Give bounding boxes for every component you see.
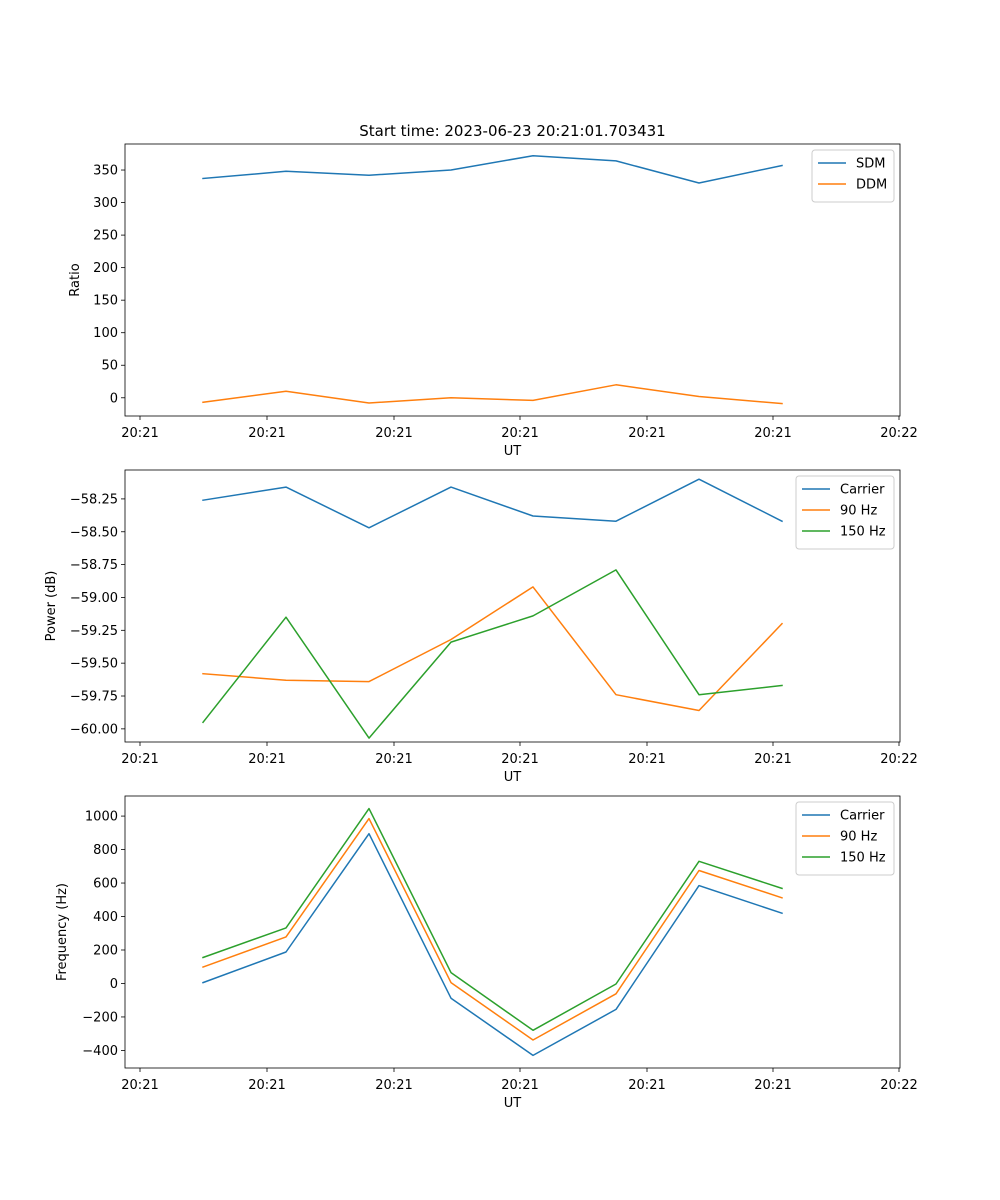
panel2-x-tick-label: 20:21: [754, 752, 791, 767]
panel1-x-tick-label: 20:21: [754, 426, 791, 441]
panel2-x-axis-label: UT: [504, 770, 522, 785]
panel1-y-tick-label: 100: [93, 326, 118, 341]
panel2-y-tick-label: −58.75: [70, 558, 118, 573]
panel1-x-tick-label: 20:21: [501, 426, 538, 441]
panel3-chart: 20:21 20:21 20:21 20:21 20:21 20:21 20:22 UT −40…: [55, 795, 918, 1111]
panel3-y-tick-label: 1000: [85, 810, 118, 825]
panel1-series-line-1: [202, 154, 783, 184]
panel2-axes-frame: [124, 469, 901, 743]
panel3-x-tick-label: 20:22: [880, 1078, 917, 1093]
panel1-legend-label: DDM: [856, 178, 887, 193]
panel2-x-tick-label: 20:21: [628, 752, 665, 767]
panel3-axes-frame: [124, 795, 901, 1069]
panel1-y-tick-label: 150: [93, 294, 118, 309]
panel1-x-tick-label: 20:21: [248, 426, 285, 441]
panel1-y-axis-label: Ratio: [68, 263, 83, 296]
panel3-legend-label: 150 Hz: [840, 851, 886, 866]
panel1-x-tick-label: 20:21: [375, 426, 412, 441]
panel2-y-tick-label: −58.50: [70, 525, 118, 540]
panel2-x-tick-label: 20:21: [121, 752, 158, 767]
panel3-x-axis-label: UT: [504, 1096, 522, 1111]
panel3-y-tick-label: 400: [93, 910, 118, 925]
panel3-x-tick-label: 20:21: [248, 1078, 285, 1093]
panel3-y-tick-label: 200: [93, 943, 118, 958]
panel3-y-tick-label: 600: [93, 877, 118, 892]
panel2-y-tick-label: −60.00: [70, 722, 118, 737]
panel1-chart: 20:21 20:21 20:21 20:21 20:21 20:21 20:22 UT 0 50…: [68, 143, 918, 459]
panel2-x-tick-label: 20:21: [248, 752, 285, 767]
panel3-y-tick-label: −200: [82, 1010, 118, 1025]
panel1-y-tick-label: 250: [93, 229, 118, 244]
panel3-legend-label: 90 Hz: [840, 830, 877, 845]
panel3-y-tick-label: 0: [110, 977, 118, 992]
panel1-y-tick-label: 0: [110, 391, 118, 406]
panel2-legend: Carrier 90 Hz 150 Hz: [795, 475, 895, 550]
panel2-chart: 20:21 20:21 20:21 20:21 20:21 20:21 20:22 UT −60…: [44, 469, 918, 785]
panel1-x-axis-label: UT: [504, 444, 522, 459]
panel3-legend-label: Carrier: [840, 809, 885, 824]
panel3-x-tick-label: 20:21: [628, 1078, 665, 1093]
panel2-series-line-2: [202, 586, 784, 712]
panel2-y-tick-label: −59.75: [70, 690, 118, 705]
panel3-y-tick-label: −400: [82, 1044, 118, 1059]
panel2-x-tick-label: 20:21: [375, 752, 412, 767]
panel1-legend: SDM DDM: [811, 149, 895, 203]
panel2-series-line-3: [201, 569, 783, 739]
panel1-x-tick-label: 20:22: [880, 426, 917, 441]
panel1-y-tick-label: 50: [101, 359, 118, 374]
panel2-legend-label: 90 Hz: [840, 504, 877, 519]
panel1-legend-label: SDM: [856, 157, 885, 172]
panel2-y-axis-label: Power (dB): [44, 571, 59, 642]
panel2-legend-label: Carrier: [840, 483, 885, 498]
panel2-y-tick-label: −59.50: [70, 657, 118, 672]
panel2-x-tick-label: 20:22: [880, 752, 917, 767]
panel3-series-line-1: [202, 832, 783, 1057]
panel1-x-tick-label: 20:21: [628, 426, 665, 441]
panel1-series-line-2: [202, 384, 783, 405]
panel3-x-tick-label: 20:21: [375, 1078, 412, 1093]
panel2-y-tick-label: −58.25: [70, 492, 118, 507]
figure-title: Start time: 2023-06-23 20:21:01.703431: [359, 122, 665, 140]
panel3-y-tick-label: 800: [93, 843, 118, 858]
panel2-x-tick-label: 20:21: [501, 752, 538, 767]
panel1-axes-frame: [124, 143, 901, 417]
panel3-series-line-3: [202, 807, 783, 1032]
panel3-y-axis-label: Frequency (Hz): [55, 883, 70, 981]
panel3-series-line-2: [202, 817, 783, 1041]
panel1-y-tick-label: 200: [93, 261, 118, 276]
panel3-x-tick-label: 20:21: [121, 1078, 158, 1093]
panel3-legend: Carrier 90 Hz 150 Hz: [795, 801, 895, 876]
panel1-y-tick-label: 300: [93, 196, 118, 211]
panel3-x-tick-label: 20:21: [501, 1078, 538, 1093]
panel2-y-tick-label: −59.25: [70, 624, 118, 639]
panel2-legend-label: 150 Hz: [840, 525, 886, 540]
panel1-y-tick-label: 350: [93, 164, 118, 179]
panel1-x-tick-label: 20:21: [121, 426, 158, 441]
panel2-series-line-1: [202, 478, 784, 529]
panel2-y-tick-label: −59.00: [70, 591, 118, 606]
panel3-x-tick-label: 20:21: [754, 1078, 791, 1093]
